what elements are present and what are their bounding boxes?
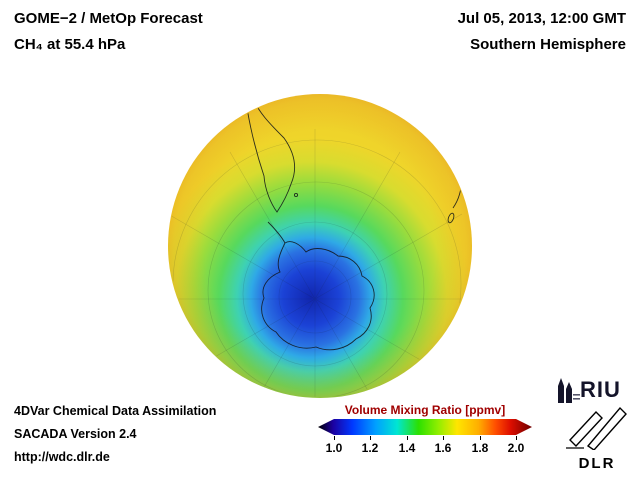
colorbar-tick-mark — [480, 436, 481, 440]
colorbar-tick-mark — [407, 436, 408, 440]
coastline-antarctica — [261, 221, 375, 351]
map-overlay-graphics — [169, 95, 471, 397]
graticule-parallels — [172, 139, 462, 397]
footer-url: http://wdc.dlr.de — [14, 450, 110, 464]
colorbar-tick-mark — [443, 436, 444, 440]
footer-assimilation: 4DVar Chemical Data Assimilation — [14, 404, 217, 418]
colorbar-tick-mark — [370, 436, 371, 440]
colorbar-gradient — [318, 419, 532, 435]
timestamp: Jul 05, 2013, 12:00 GMT — [457, 10, 626, 27]
riu-cathedral-icon — [558, 378, 580, 403]
coastline-africa — [439, 113, 463, 224]
hemisphere-map — [168, 94, 472, 398]
hemisphere-label: Southern Hemisphere — [470, 36, 626, 53]
graticule-meridians — [169, 129, 471, 397]
colorbar-tick-label: 1.4 — [398, 441, 416, 455]
footer-version: SACADA Version 2.4 — [14, 427, 137, 441]
colorbar-tick-label: 1.6 — [434, 441, 452, 455]
colorbar-tick-mark — [516, 436, 517, 440]
dlr-logo-text: DLR — [578, 455, 616, 472]
colorbar-tick-mark — [334, 436, 335, 440]
dlr-logo: DLR — [562, 406, 632, 472]
colorbar-title: Volume Mixing Ratio [ppmv] — [344, 403, 506, 417]
riu-logo-text: RIU — [580, 377, 621, 402]
dlr-wing-icon — [566, 406, 627, 451]
colorbar-tick-label: 2.0 — [507, 441, 525, 455]
riu-logo: RIU — [554, 375, 634, 405]
colorbar-tick-label: 1.0 — [325, 441, 343, 455]
title-species-level: CH₄ at 55.4 hPa — [14, 36, 126, 53]
colorbar-tick-label: 1.8 — [471, 441, 489, 455]
title-instrument: GOME−2 / MetOp Forecast — [14, 10, 203, 27]
colorbar-tick-label: 1.2 — [361, 441, 379, 455]
